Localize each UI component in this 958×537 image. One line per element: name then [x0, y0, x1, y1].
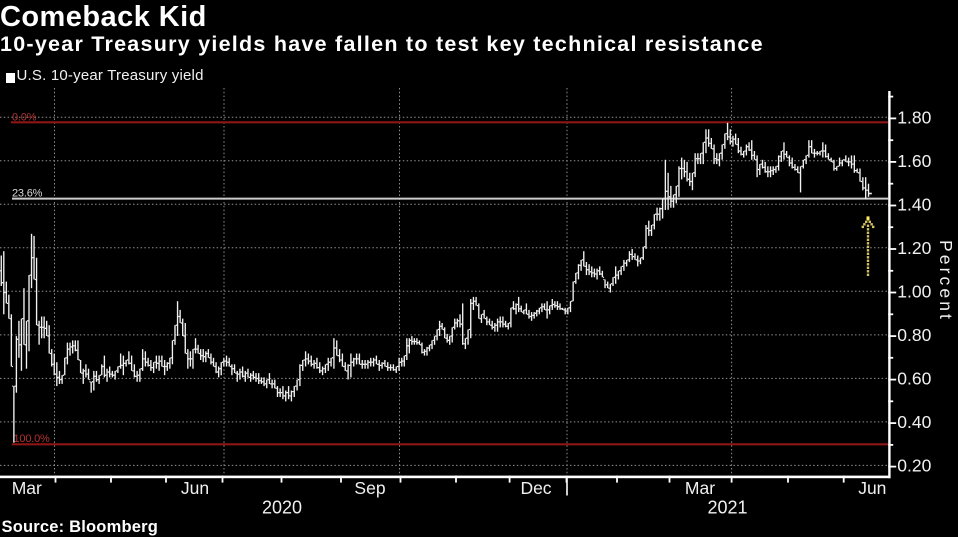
svg-text:Mar: Mar — [12, 478, 42, 498]
svg-text:0.40: 0.40 — [897, 412, 931, 432]
svg-text:Percent: Percent — [936, 240, 956, 322]
svg-text:1.00: 1.00 — [897, 281, 931, 301]
svg-text:0.60: 0.60 — [897, 369, 931, 389]
svg-text:0.0%: 0.0% — [12, 111, 37, 123]
svg-text:1.60: 1.60 — [897, 151, 931, 171]
svg-text:0.20: 0.20 — [897, 456, 931, 476]
svg-text:0.80: 0.80 — [897, 325, 931, 345]
svg-text:Sep: Sep — [354, 478, 385, 498]
svg-text:Mar: Mar — [685, 478, 715, 498]
svg-text:23.6%: 23.6% — [12, 187, 43, 199]
svg-text:Dec: Dec — [520, 478, 551, 498]
svg-text:100.0%: 100.0% — [14, 433, 51, 445]
svg-text:1.40: 1.40 — [897, 194, 931, 214]
svg-text:Jun: Jun — [181, 478, 209, 498]
svg-text:2020: 2020 — [262, 498, 302, 518]
svg-text:1.20: 1.20 — [897, 238, 931, 258]
svg-text:Jun: Jun — [858, 478, 886, 498]
svg-text:2021: 2021 — [707, 498, 747, 518]
svg-text:1.80: 1.80 — [897, 107, 931, 127]
